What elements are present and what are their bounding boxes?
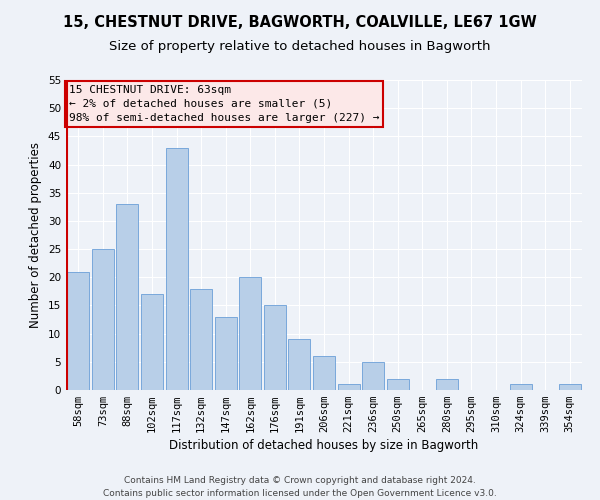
Bar bbox=[509, 384, 532, 390]
Bar bbox=[166, 148, 188, 390]
Y-axis label: Number of detached properties: Number of detached properties bbox=[29, 142, 43, 328]
Bar bbox=[386, 378, 409, 390]
Bar bbox=[559, 384, 581, 390]
Bar bbox=[190, 288, 212, 390]
Bar bbox=[362, 362, 384, 390]
Bar bbox=[289, 340, 310, 390]
Bar bbox=[141, 294, 163, 390]
X-axis label: Distribution of detached houses by size in Bagworth: Distribution of detached houses by size … bbox=[169, 440, 479, 452]
Bar bbox=[116, 204, 139, 390]
Bar bbox=[264, 306, 286, 390]
Bar bbox=[338, 384, 359, 390]
Bar bbox=[67, 272, 89, 390]
Bar bbox=[215, 316, 237, 390]
Text: Contains HM Land Registry data © Crown copyright and database right 2024.
Contai: Contains HM Land Registry data © Crown c… bbox=[103, 476, 497, 498]
Bar bbox=[239, 278, 262, 390]
Text: 15 CHESTNUT DRIVE: 63sqm
← 2% of detached houses are smaller (5)
98% of semi-det: 15 CHESTNUT DRIVE: 63sqm ← 2% of detache… bbox=[68, 84, 379, 122]
Bar bbox=[92, 249, 114, 390]
Text: 15, CHESTNUT DRIVE, BAGWORTH, COALVILLE, LE67 1GW: 15, CHESTNUT DRIVE, BAGWORTH, COALVILLE,… bbox=[63, 15, 537, 30]
Text: Size of property relative to detached houses in Bagworth: Size of property relative to detached ho… bbox=[109, 40, 491, 53]
Bar bbox=[436, 378, 458, 390]
Bar bbox=[313, 356, 335, 390]
